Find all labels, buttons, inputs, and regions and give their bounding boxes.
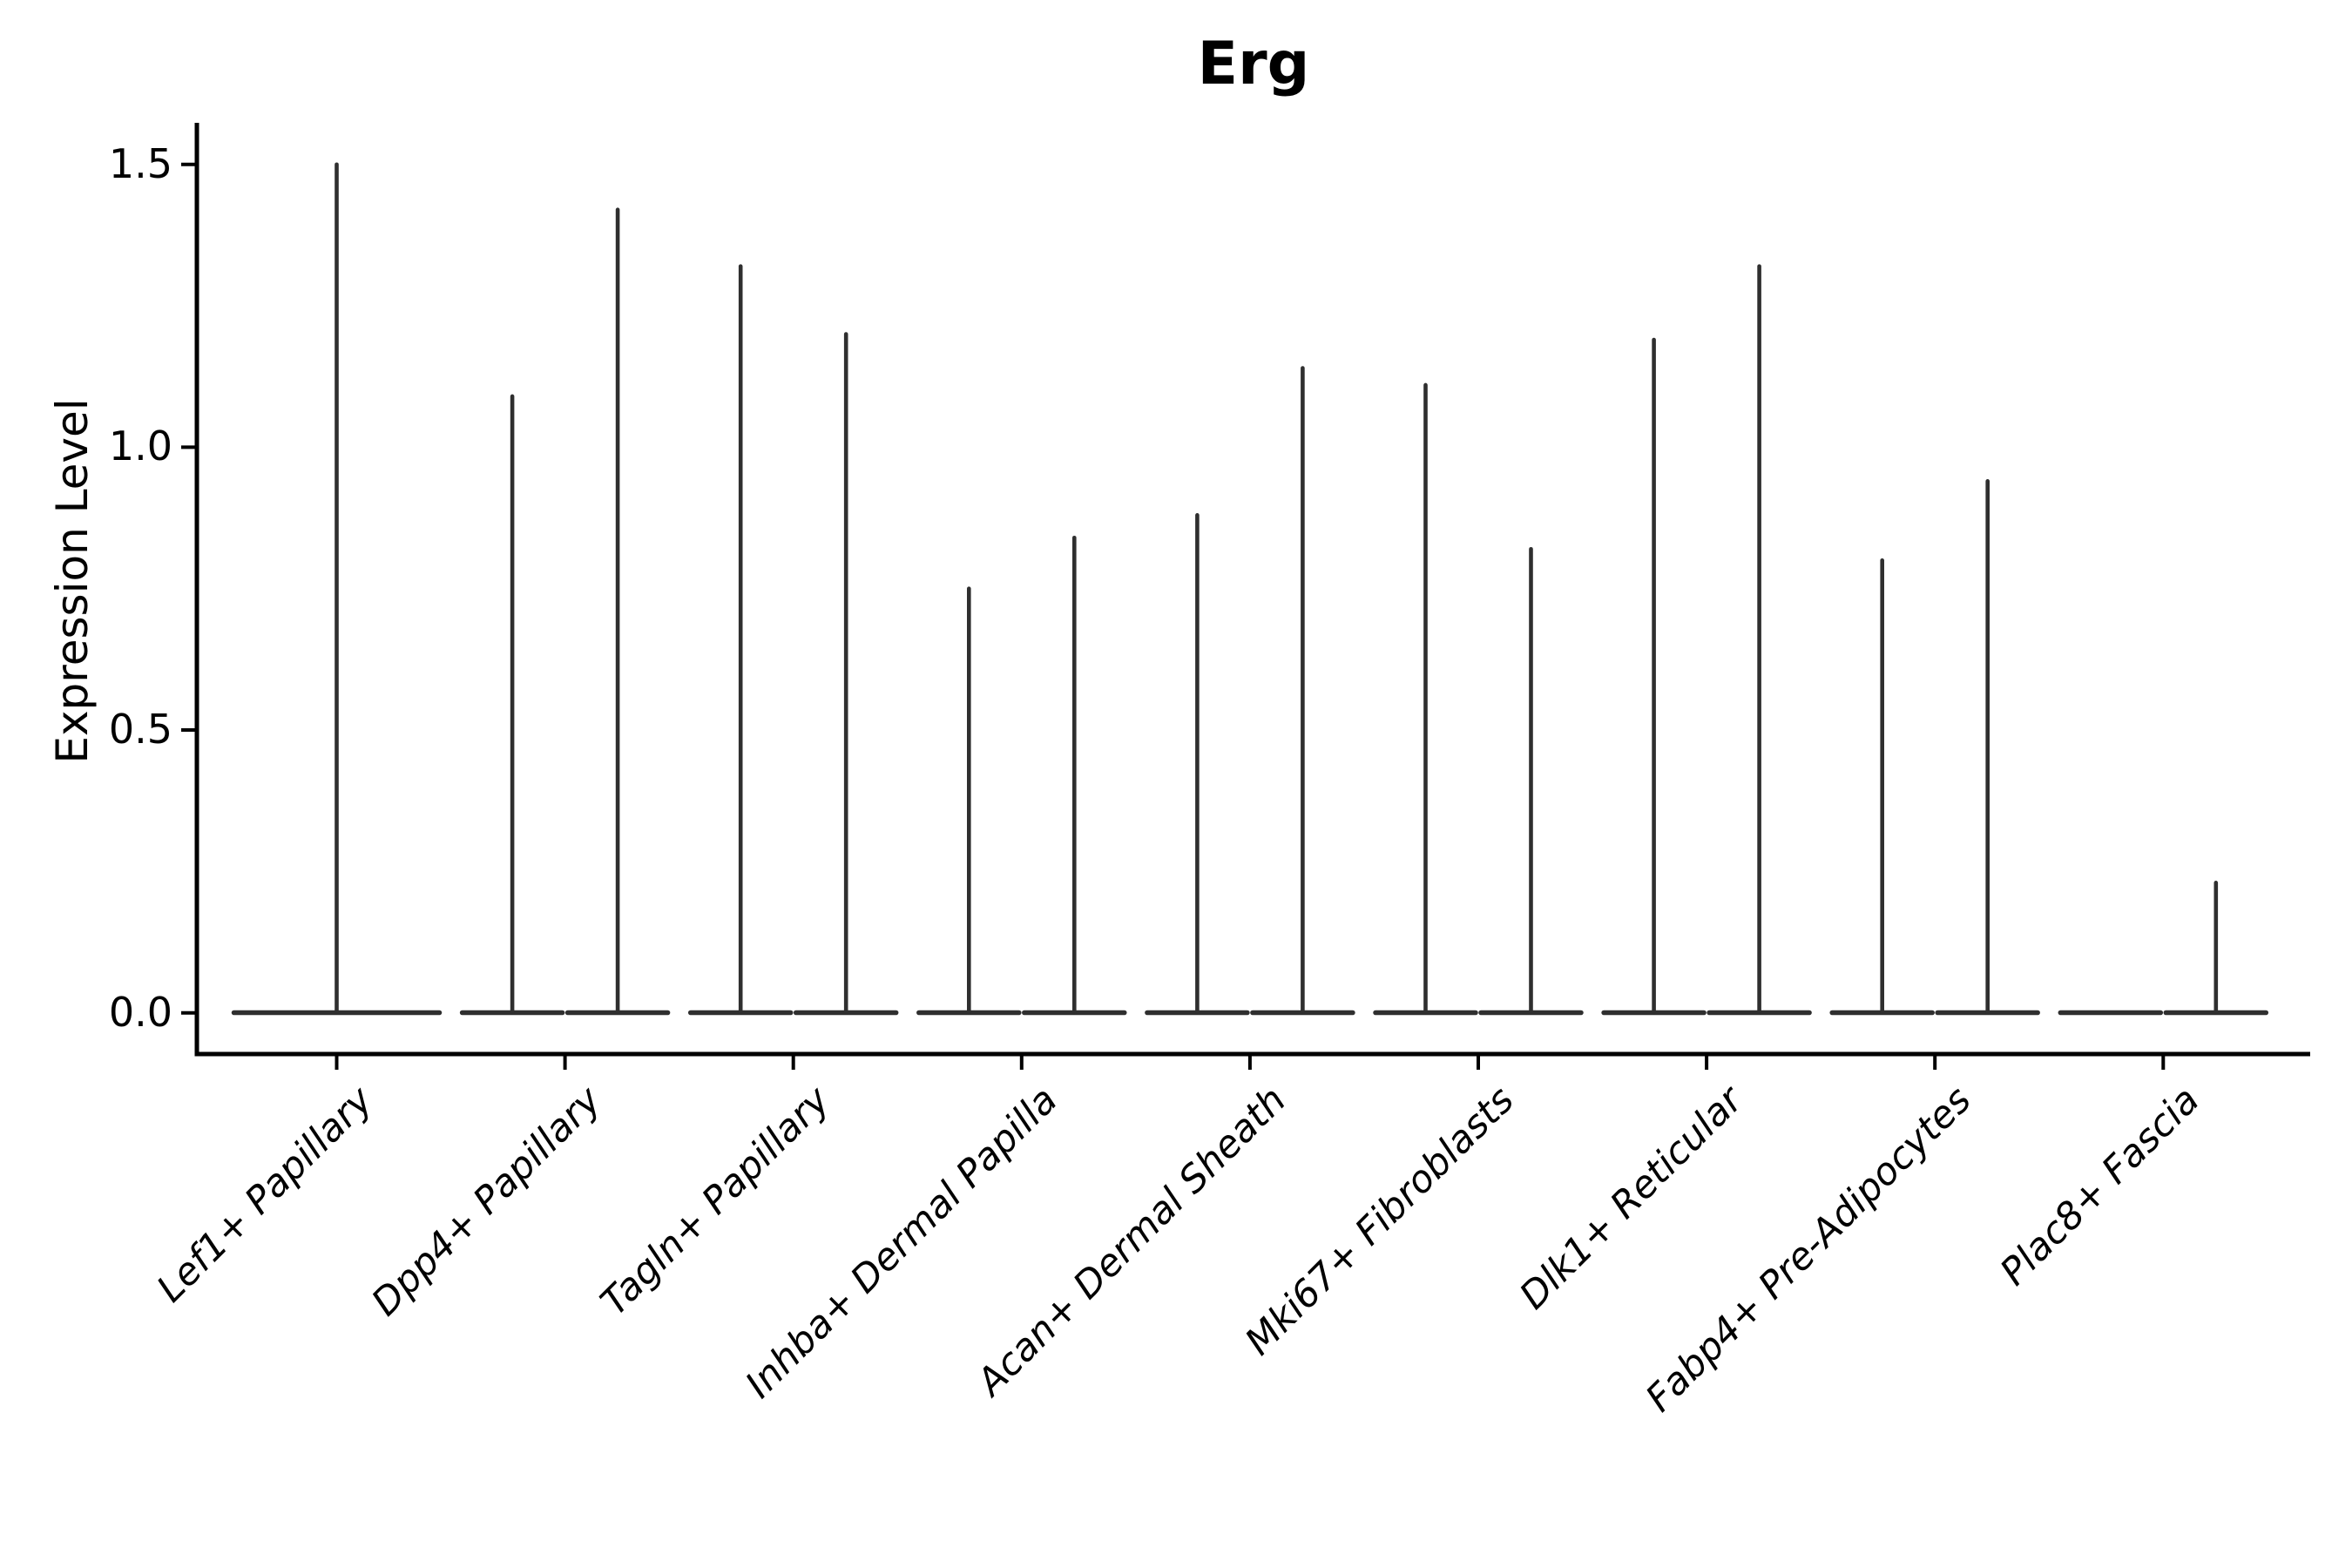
- y-tick-label-1.5: 1.5: [108, 139, 172, 187]
- y-axis-label: Expression Level: [47, 398, 98, 764]
- y-tick-label-0.0: 0.0: [108, 988, 172, 1036]
- y-tick-label-0.5: 0.5: [108, 706, 172, 754]
- chart-title: Erg: [1197, 30, 1310, 98]
- y-tick-label-1.0: 1.0: [108, 422, 172, 470]
